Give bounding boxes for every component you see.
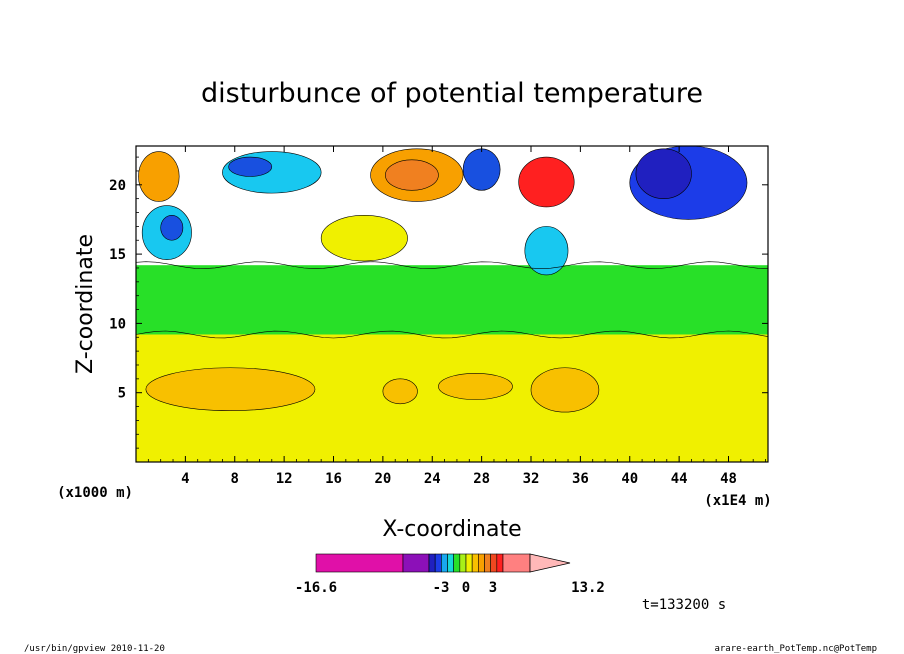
colorbar-segment <box>434 553 442 573</box>
colorbar <box>315 553 571 573</box>
colorbar-tick-label: 0 <box>462 580 470 596</box>
field-patch-18 <box>635 148 692 199</box>
x-tick-label: 20 <box>374 471 391 487</box>
contour-line-1 <box>136 261 768 270</box>
colorbar-segment <box>459 553 467 573</box>
y-axis-label: Z-coordinate <box>73 234 98 374</box>
colorbar-segment <box>315 553 404 573</box>
y-tick-label: 15 <box>109 247 126 263</box>
colorbar-segment <box>441 553 448 573</box>
x-unit-label: (x1000 m) <box>57 485 133 501</box>
plot-frame <box>135 145 769 463</box>
colorbar-tick-labels: -16.6 -3 0 3 13.2 <box>295 580 605 596</box>
plot-area <box>136 146 768 462</box>
field-patch-14 <box>518 156 575 208</box>
field-patch-4 <box>530 367 600 413</box>
colorbar-tick-label: 13.2 <box>571 580 605 596</box>
x-tick-label: 16 <box>325 471 342 487</box>
field-patch-3 <box>438 372 513 400</box>
colorbar-segment <box>490 553 498 573</box>
colorbar-segment <box>484 553 491 573</box>
contour-line-0 <box>136 330 768 339</box>
x-tick-label: 44 <box>671 471 688 487</box>
field-patch-11 <box>138 151 180 202</box>
x-axis-label: X-coordinate <box>382 517 521 542</box>
field-patch-6 <box>320 214 408 262</box>
y-axis: 5 10 15 20 <box>109 156 768 449</box>
field-patch-2 <box>382 378 418 405</box>
colorbar-arrow <box>529 553 571 573</box>
x-tick-label: 36 <box>572 471 589 487</box>
chart-title: disturbunce of potential temperature <box>201 78 703 109</box>
x-tick-label: 24 <box>424 471 441 487</box>
colorbar-segment <box>428 553 436 573</box>
field-band-5 <box>136 265 768 335</box>
colorbar-segment <box>478 553 485 573</box>
field-patch-15 <box>462 148 501 191</box>
x-tick-label: 8 <box>231 471 239 487</box>
colorbar-segment <box>471 553 479 573</box>
y-tick-label: 10 <box>109 316 126 332</box>
colorbar-tick-label: -16.6 <box>295 580 337 596</box>
x-tick-label: 48 <box>720 471 737 487</box>
footer-left: /usr/bin/gpview 2010-11-20 <box>24 644 165 654</box>
colorbar-segment <box>496 553 504 573</box>
x-tick-label: 12 <box>276 471 293 487</box>
field-patch-13 <box>385 159 439 191</box>
colorbar-segment <box>465 553 473 573</box>
field-patch-1 <box>145 367 316 412</box>
y-tick-label: 5 <box>118 386 126 402</box>
x-unit-label-2: (x1E4 m) <box>704 493 771 509</box>
x-tick-label: 32 <box>523 471 540 487</box>
colorbar-segment <box>502 553 531 573</box>
field-patch-16 <box>524 226 569 276</box>
y-tick-label: 20 <box>109 178 126 194</box>
time-label: t=133200 s <box>642 597 726 613</box>
colorbar-segment <box>402 553 430 573</box>
field-patch-10 <box>228 156 273 177</box>
colorbar-segment <box>447 553 454 573</box>
x-axis: 4 8 12 16 20 24 28 32 36 40 44 48 <box>147 146 766 487</box>
colorbar-tick-label: 3 <box>489 580 497 596</box>
x-tick-label: 4 <box>181 471 189 487</box>
x-tick-label: 28 <box>473 471 490 487</box>
colorbar-segment <box>453 553 461 573</box>
x-tick-label: 40 <box>621 471 638 487</box>
colorbar-tick-label: -3 <box>433 580 450 596</box>
footer-right: arare-earth_PotTemp.nc@PotTemp <box>714 644 877 654</box>
field-patch-8 <box>160 214 184 241</box>
